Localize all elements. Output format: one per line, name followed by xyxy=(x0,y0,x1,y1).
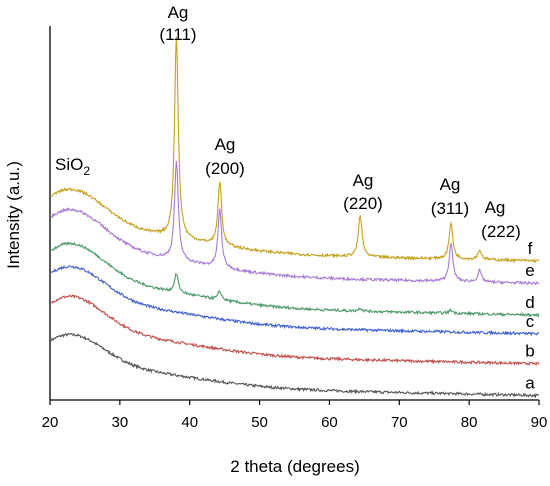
series-label-d: d xyxy=(525,293,534,312)
x-tick-label: 40 xyxy=(181,414,198,431)
ag311-label-line2: (311) xyxy=(431,199,469,218)
series-line-d xyxy=(50,241,540,319)
ag200-label-line1: Ag xyxy=(215,135,236,154)
ag111-label-line2: (111) xyxy=(159,25,196,44)
plot-lines xyxy=(50,36,540,399)
sio2-label-text: SiO xyxy=(55,155,83,174)
series-line-b xyxy=(50,294,540,366)
series-line-a xyxy=(50,332,540,399)
x-tick-label: 90 xyxy=(531,414,548,431)
x-tick-label: 60 xyxy=(321,414,338,431)
ag111-label-line1: Ag xyxy=(168,3,189,22)
ag200-label-line2: (200) xyxy=(205,159,245,178)
x-tick-label: 80 xyxy=(461,414,478,431)
x-tick-label: 50 xyxy=(251,414,268,431)
ag222-label-line1: Ag xyxy=(485,198,506,217)
series-line-f xyxy=(51,36,540,264)
series-label-b: b xyxy=(525,342,534,361)
series-label-c: c xyxy=(526,312,535,331)
sio2-label-sub: 2 xyxy=(83,164,90,178)
ag220-label-line1: Ag xyxy=(353,171,374,190)
series-line-c xyxy=(50,265,540,337)
series-label-e: e xyxy=(525,261,534,280)
y-axis-title: Intensity (a.u.) xyxy=(4,161,23,269)
x-tick-label: 70 xyxy=(391,414,408,431)
ag220-label-line2: (220) xyxy=(343,194,383,213)
series-line-e xyxy=(50,160,540,286)
series-label-f: f xyxy=(528,239,533,258)
x-tick-label: 20 xyxy=(42,414,59,431)
ag311-label-line1: Ag xyxy=(440,175,461,194)
x-axis-title: 2 theta (degrees) xyxy=(230,457,359,476)
sio2-label: SiO2 xyxy=(55,155,90,178)
x-ticks: 20 30 40 50 60 70 80 90 xyxy=(42,400,548,431)
x-tick-label: 30 xyxy=(112,414,129,431)
series-label-a: a xyxy=(525,374,535,393)
ag222-label-line2: (222) xyxy=(481,222,521,241)
